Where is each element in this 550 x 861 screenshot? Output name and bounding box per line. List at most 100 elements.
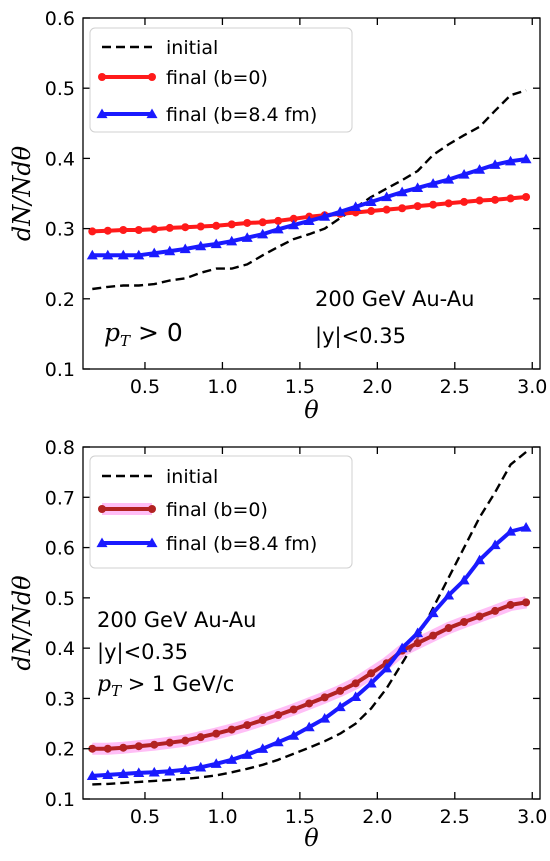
data-point-final-b-0 [475, 196, 484, 205]
y-tick-label: 0.8 [45, 437, 75, 459]
legend-marker-final-b-0 [148, 73, 156, 81]
legend-label-final-b-8-4-fm: final (b=8.4 fm) [166, 533, 317, 555]
x-tick-label: 3.0 [517, 806, 547, 828]
y-tick-label: 0.7 [45, 487, 75, 509]
data-point-final-b-0 [181, 736, 190, 745]
data-point-final-b-8-4-fm [381, 191, 393, 202]
data-point-final-b-8-4-fm [117, 768, 129, 778]
annotation-line2: |y|<0.35 [315, 324, 406, 349]
y-tick-label: 0.6 [45, 8, 75, 30]
data-point-final-b-0 [119, 743, 128, 752]
legend-marker-final-b-0 [98, 73, 106, 81]
annotation-pt: pT > 0 [104, 318, 183, 350]
legend-box [89, 27, 353, 133]
data-point-final-b-8-4-fm [474, 164, 486, 174]
data-point-final-b-0 [460, 617, 469, 626]
legend: initial final (b=0) final (b=8.4 fm) [89, 455, 353, 569]
data-point-final-b-0 [274, 216, 283, 225]
annotation-pt-subscript: T [120, 332, 131, 350]
data-point-final-b-0 [336, 686, 345, 695]
x-axis-title: θ [304, 824, 319, 852]
data-point-final-b-8-4-fm [350, 691, 362, 702]
legend-label-final-b-8-4-fm: final (b=8.4 fm) [166, 104, 317, 126]
data-point-final-b-0 [88, 744, 97, 753]
data-point-final-b-8-4-fm [288, 219, 300, 230]
annotation-pt: pT > 1 GeV/c [97, 672, 234, 700]
y-tick-label: 0.3 [45, 688, 75, 710]
series-line-final-b-8-4-fm [92, 157, 527, 258]
data-point-final-b-0 [351, 679, 360, 688]
legend-marker-final-b-0 [148, 505, 156, 513]
series-line-initial [92, 89, 527, 291]
data-point-final-b-0 [444, 199, 453, 208]
legend: initial final (b=0) final (b=8.4 fm) [89, 27, 353, 133]
y-tick-label: 0.1 [45, 359, 75, 381]
data-point-final-b-8-4-fm [102, 769, 114, 779]
data-point-final-b-0 [243, 218, 252, 227]
x-tick-label: 2.5 [440, 806, 470, 828]
data-point-final-b-8-4-fm [520, 153, 532, 164]
data-point-final-b-8-4-fm [334, 701, 346, 712]
data-point-final-b-8-4-fm [443, 589, 455, 600]
y-tick-label: 0.5 [45, 78, 75, 100]
data-point-final-b-0 [227, 725, 236, 734]
y-tick-label: 0.5 [45, 588, 75, 610]
x-tick-label: 1.0 [207, 376, 237, 398]
annotation-pt-condition: > 1 GeV/c [121, 672, 234, 696]
data-point-final-b-0 [119, 226, 128, 235]
data-point-final-b-0 [274, 711, 283, 720]
data-point-final-b-8-4-fm [241, 749, 253, 759]
y-tick-label: 0.2 [45, 289, 75, 311]
data-point-final-b-8-4-fm [396, 642, 408, 653]
legend-marker-final-b-8-4-fm [146, 537, 158, 548]
data-point-final-b-0 [165, 223, 174, 232]
data-point-final-b-8-4-fm [427, 607, 439, 618]
data-point-final-b-8-4-fm [117, 249, 129, 260]
data-point-final-b-0 [212, 221, 221, 230]
legend-label-final-b-0: final (b=0) [166, 499, 268, 521]
data-point-final-b-8-4-fm [133, 249, 145, 260]
y-tick-label: 0.2 [45, 739, 75, 761]
data-point-final-b-8-4-fm [226, 754, 238, 764]
data-point-final-b-8-4-fm [241, 232, 253, 242]
data-point-final-b-8-4-fm [102, 249, 114, 260]
data-point-final-b-0 [506, 194, 515, 203]
annotation-line2: |y|<0.35 [97, 640, 188, 665]
data-point-final-b-8-4-fm [474, 554, 486, 565]
legend-marker-final-b-8-4-fm [146, 108, 158, 119]
data-point-final-b-8-4-fm [412, 182, 424, 193]
data-point-final-b-8-4-fm [427, 178, 439, 188]
series-group [86, 89, 532, 291]
data-point-final-b-0 [429, 631, 438, 640]
x-tick-label: 2.5 [440, 376, 470, 398]
data-point-final-b-8-4-fm [443, 173, 455, 184]
x-tick-label: 3.0 [517, 376, 547, 398]
data-point-final-b-0 [196, 733, 205, 742]
series-line-initial [92, 451, 527, 786]
x-tick-label: 1.5 [285, 376, 315, 398]
data-point-final-b-8-4-fm [179, 764, 191, 774]
data-point-final-b-8-4-fm [319, 211, 331, 221]
axes-frame [82, 17, 541, 370]
data-point-final-b-0 [475, 612, 484, 621]
x-tick-label: 1.0 [207, 806, 237, 828]
annotation-pt-condition: > 0 [130, 318, 183, 347]
data-point-final-b-8-4-fm [288, 730, 300, 740]
data-point-final-b-0 [522, 193, 531, 202]
data-point-final-b-0 [367, 669, 376, 678]
legend-marker-final-b-0 [98, 505, 106, 513]
data-point-final-b-8-4-fm [350, 201, 362, 211]
data-point-final-b-8-4-fm [303, 215, 315, 226]
data-point-final-b-0 [367, 207, 376, 216]
y-tick-label: 0.6 [45, 538, 75, 560]
data-point-final-b-8-4-fm [210, 758, 222, 768]
data-point-final-b-8-4-fm [86, 249, 98, 260]
data-point-final-b-8-4-fm [133, 767, 145, 777]
x-tick-label: 2.0 [362, 806, 392, 828]
data-point-final-b-8-4-fm [520, 521, 532, 532]
y-tick-label: 0.4 [45, 148, 75, 170]
data-point-final-b-0 [460, 197, 469, 206]
data-point-final-b-0 [444, 624, 453, 633]
data-point-final-b-8-4-fm [489, 159, 501, 169]
